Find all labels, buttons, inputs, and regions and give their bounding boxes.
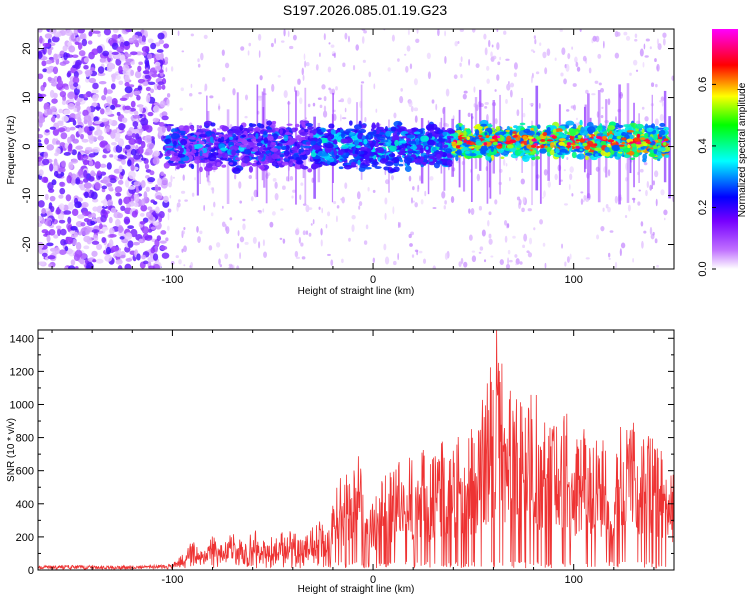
spectrogram-y-tick-label: 10 xyxy=(21,91,33,103)
snr-series-line xyxy=(38,330,674,570)
spectrogram-x-tick-label: 100 xyxy=(565,274,583,286)
snr-y-tick-label: 200 xyxy=(16,532,34,544)
spectrogram-x-tick-label: -100 xyxy=(161,274,183,286)
colorbar-tick-label: 0.6 xyxy=(697,77,709,92)
snr-y-tick-label: 600 xyxy=(16,466,34,478)
snr-y-tick-label: 1200 xyxy=(10,366,34,378)
spectrogram-y-tick-label: 20 xyxy=(21,42,33,54)
snr-y-tick-label: 1000 xyxy=(10,399,34,411)
snr-y-tick-label: 400 xyxy=(16,499,34,511)
colorbar-label: Normalized spectral amplitude xyxy=(737,82,748,217)
snr-x-label: Height of straight line (km) xyxy=(298,584,415,595)
snr-x-tick-label: 100 xyxy=(565,574,583,586)
colorbar-tick-label: 0.2 xyxy=(697,200,709,215)
spectrogram-frame xyxy=(37,28,675,270)
spectrogram-x-label: Height of straight line (km) xyxy=(298,286,415,297)
spectrogram-y-label: Frequency (Hz) xyxy=(6,116,17,185)
colorbar-tick-label: 0.0 xyxy=(697,261,709,276)
snr-y-label: SNR (10 * v/v) xyxy=(6,418,17,482)
spectrogram-x-tick-label: 0 xyxy=(370,274,376,286)
snr-y-tick-label: 0 xyxy=(28,565,34,577)
snr-x-tick-label: -100 xyxy=(161,574,183,586)
colorbar-tick-label: 0.4 xyxy=(697,138,709,153)
colorbar: 0.0 0.2 0.4 0.6 Normalized spectral amplitu… xyxy=(697,29,748,277)
chart-title: S197.2026.085.01.19.G23 xyxy=(283,2,447,18)
colorbar-ticks: 0.0 0.2 0.4 0.6 xyxy=(697,77,716,277)
snr-y-tick-label: 1400 xyxy=(10,333,34,345)
spectrogram-y-tick-label: 0 xyxy=(21,143,33,149)
spectrogram-y-tick-label: -10 xyxy=(21,188,33,204)
spectrogram-heatmap xyxy=(38,29,674,269)
snr-frame xyxy=(37,329,675,571)
snr-x-tick-label: 0 xyxy=(370,574,376,586)
spectrogram-y-tick-label: -20 xyxy=(21,237,33,253)
snr-y-tick-label: 800 xyxy=(16,433,34,445)
colorbar-gradient xyxy=(712,29,738,269)
